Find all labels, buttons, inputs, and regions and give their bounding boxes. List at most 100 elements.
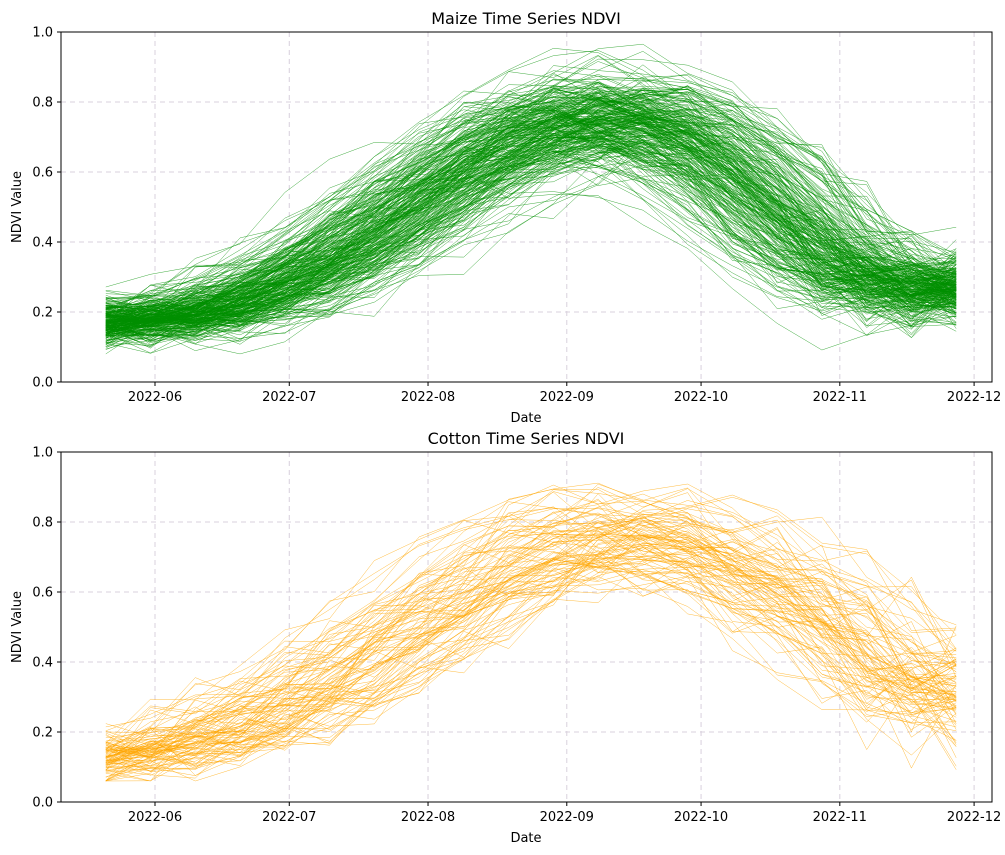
maize-y-tick-label: 0.4 [32, 236, 53, 251]
maize-series-lines [105, 43, 957, 355]
maize-series-line [105, 110, 957, 327]
cotton-series-line [105, 488, 957, 769]
maize-series-line [105, 118, 957, 331]
cotton-series-line [105, 534, 957, 771]
cotton-y-tick-label: 0.4 [32, 656, 53, 671]
cotton-series-line [105, 520, 957, 770]
maize-series-line [105, 103, 957, 324]
cotton-y-ticks: 0.0 0.2 0.4 0.6 0.8 1.0 [32, 446, 61, 811]
maize-series-line [105, 123, 957, 336]
maize-series-line [105, 123, 957, 320]
maize-series-line [105, 158, 957, 342]
cotton-series-line [105, 574, 957, 782]
cotton-series-line [105, 539, 957, 766]
cotton-y-tick-label: 1.0 [32, 446, 53, 461]
maize-series-line [105, 128, 957, 325]
maize-y-ticks: 0.0 0.2 0.4 0.6 0.8 1.0 [32, 26, 61, 391]
maize-x-tick-label: 2022-09 [540, 390, 594, 405]
maize-x-tick-label: 2022-11 [813, 390, 867, 405]
maize-chart: 2022-06 2022-07 2022-08 2022-09 2022-10 2022-… [10, 9, 1001, 426]
maize-series-line [105, 64, 957, 316]
cotton-series-line [105, 559, 957, 782]
maize-x-tick-label: 2022-12 [947, 390, 1001, 405]
maize-series-line [105, 91, 957, 324]
maize-series-line [105, 123, 957, 354]
cotton-series-line [105, 493, 957, 758]
cotton-series-line [105, 550, 957, 767]
maize-series-line [105, 72, 957, 335]
cotton-series-line [105, 566, 957, 759]
maize-series-line [105, 130, 957, 323]
maize-series-line [105, 109, 957, 334]
maize-series-line [105, 121, 957, 344]
maize-series-line [105, 145, 957, 332]
maize-series-line [105, 102, 957, 309]
maize-series-line [105, 82, 957, 313]
cotton-series-line [105, 519, 957, 758]
cotton-series-line [105, 520, 957, 759]
maize-series-line [105, 107, 957, 335]
cotton-series-line [105, 501, 957, 757]
cotton-x-tick-label: 2022-12 [947, 810, 1001, 825]
cotton-series-line [105, 553, 957, 770]
maize-chart-title: Maize Time Series NDVI [431, 9, 621, 28]
cotton-series-line [105, 513, 957, 754]
cotton-series-line [105, 535, 957, 757]
cotton-series-line [105, 506, 957, 747]
cotton-series-line [105, 522, 957, 772]
maize-series-line [105, 117, 957, 346]
maize-series-line [105, 101, 957, 309]
maize-x-tick-label: 2022-07 [262, 390, 316, 405]
maize-series-line [105, 107, 957, 313]
cotton-series-line [105, 561, 957, 782]
maize-series-line [105, 124, 957, 324]
cotton-series-line [105, 529, 957, 751]
maize-series-line [105, 141, 957, 340]
cotton-series-line [105, 515, 957, 755]
cotton-series-line [105, 555, 957, 782]
maize-series-line [105, 129, 957, 341]
cotton-series-line [105, 529, 957, 750]
cotton-y-tick-label: 0.2 [32, 726, 53, 741]
maize-series-line [105, 173, 957, 329]
cotton-series-line [105, 517, 957, 765]
maize-series-line [105, 48, 957, 288]
cotton-series-line [105, 491, 957, 738]
cotton-series-line [105, 542, 957, 779]
cotton-series-line [105, 534, 957, 772]
maize-y-tick-label: 0.2 [32, 306, 53, 321]
maize-y-tick-label: 1.0 [32, 26, 53, 41]
maize-series-line [105, 164, 957, 351]
cotton-series-line [105, 497, 957, 769]
maize-y-tick-label: 0.8 [32, 96, 53, 111]
cotton-series-line [105, 498, 957, 758]
maize-series-line [105, 90, 957, 300]
maize-series-line [105, 139, 957, 333]
maize-y-tick-label: 0.0 [32, 376, 53, 391]
cotton-series-line [105, 528, 957, 756]
maize-series-line [105, 109, 957, 328]
cotton-series-line [105, 517, 957, 759]
maize-series-line [105, 96, 957, 330]
maize-series-line [105, 91, 957, 318]
cotton-series-line [105, 525, 957, 760]
maize-series-line [105, 140, 957, 327]
maize-series-line [105, 132, 957, 308]
maize-x-tick-label: 2022-08 [401, 390, 455, 405]
cotton-x-ticks: 2022-06 2022-07 2022-08 2022-09 2022-10 2022-… [128, 802, 1001, 825]
maize-series-line [105, 115, 957, 322]
maize-x-tick-label: 2022-06 [128, 390, 182, 405]
cotton-series-line [105, 525, 957, 766]
maize-x-tick-label: 2022-10 [674, 390, 728, 405]
maize-series-line [105, 150, 957, 326]
cotton-series-line [105, 543, 957, 761]
cotton-axes-frame [60, 451, 993, 803]
cotton-x-tick-label: 2022-11 [813, 810, 867, 825]
cotton-y-tick-label: 0.6 [32, 586, 53, 601]
maize-series-line [105, 152, 957, 345]
maize-x-axis-label: Date [510, 411, 541, 426]
cotton-chart: 2022-06 2022-07 2022-08 2022-09 2022-10 2022-… [10, 429, 1001, 846]
cotton-x-tick-label: 2022-10 [674, 810, 728, 825]
maize-series-line [105, 119, 957, 340]
